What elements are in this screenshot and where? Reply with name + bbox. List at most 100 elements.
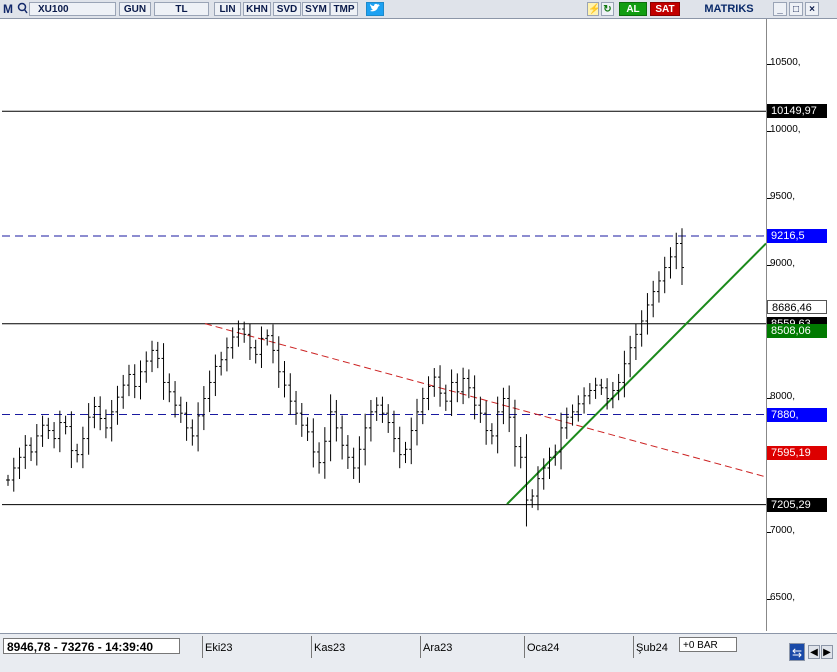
refresh-icon[interactable]: ↻	[601, 2, 614, 16]
scroll-right-icon[interactable]: ▶	[821, 645, 833, 659]
twitter-icon[interactable]	[366, 2, 384, 16]
period-button[interactable]: GUN	[119, 2, 151, 16]
plot-area[interactable]	[2, 19, 767, 631]
price-bar	[455, 373, 460, 403]
price-bar	[651, 280, 656, 318]
price-bar	[224, 337, 229, 372]
price-bar	[299, 402, 304, 437]
price-bar	[512, 399, 517, 467]
currency-button[interactable]: TL	[154, 2, 209, 16]
maximize-button[interactable]: □	[789, 2, 803, 16]
price-bar	[109, 399, 114, 442]
price-bar	[391, 410, 396, 453]
price-bar	[98, 396, 103, 431]
svd-button[interactable]: SVD	[273, 2, 301, 16]
price-bar	[438, 365, 443, 407]
price-bar	[397, 426, 402, 469]
price-bar	[472, 375, 477, 420]
y-tick-label: 9000,	[770, 257, 796, 269]
price-bar	[420, 387, 425, 425]
y-tick-mark	[767, 264, 771, 266]
price-bar	[507, 385, 512, 433]
price-bar	[605, 378, 610, 410]
bar-offset-field[interactable]: +0 BAR	[679, 637, 737, 652]
x-tick-mark	[202, 636, 203, 658]
symbol-field[interactable]: XU100	[29, 2, 116, 16]
price-bar	[92, 396, 97, 429]
price-bar	[610, 381, 615, 409]
price-bar	[403, 441, 408, 464]
resistance-trendline	[204, 323, 766, 478]
price-bar	[29, 437, 34, 462]
price-bar	[328, 394, 333, 462]
price-bar	[288, 373, 293, 415]
price-bar	[628, 335, 633, 378]
toolbar: M XU100 GUN TL LIN KHN SVD SYM TMP ⚡ ↻ A…	[0, 0, 837, 19]
price-bar	[564, 407, 569, 439]
price-bar	[345, 435, 350, 469]
y-tick-mark	[767, 131, 771, 133]
price-bar	[178, 396, 183, 423]
tmp-button[interactable]: TMP	[330, 2, 358, 16]
price-bar	[17, 447, 22, 479]
price-bar	[662, 256, 667, 294]
price-bar	[247, 323, 252, 361]
price-bar	[311, 418, 316, 468]
price-bar	[599, 378, 604, 395]
price-chart[interactable]	[2, 19, 766, 631]
price-bar	[144, 351, 149, 383]
price-bar	[368, 399, 373, 442]
x-tick-label: Oca24	[527, 642, 560, 654]
price-bar	[409, 417, 414, 465]
price-bar	[270, 324, 275, 364]
khn-button[interactable]: KHN	[243, 2, 271, 16]
x-tick-label: Ara23	[423, 642, 453, 654]
price-bar	[524, 434, 529, 527]
price-bar	[478, 396, 483, 423]
sell-button[interactable]: SAT	[650, 2, 680, 16]
resistance-tag: 7595,19	[767, 445, 827, 460]
scroll-left-icon[interactable]: ◀	[808, 645, 820, 659]
price-bar	[230, 327, 235, 359]
price-bar	[126, 364, 131, 397]
buy-button[interactable]: AL	[619, 2, 647, 16]
close-button[interactable]: ×	[805, 2, 819, 16]
minimize-button[interactable]: _	[773, 2, 787, 16]
price-bar	[680, 228, 684, 285]
y-tick-mark	[767, 598, 771, 600]
price-bar	[253, 339, 258, 364]
price-bar	[386, 404, 391, 433]
price-bar	[570, 404, 575, 426]
price-bar	[80, 426, 85, 469]
price-bar	[138, 360, 143, 400]
line-button[interactable]: LIN	[214, 2, 241, 16]
x-tick-mark	[633, 636, 634, 658]
price-bar	[466, 369, 471, 399]
y-tick-mark	[767, 198, 771, 200]
x-tick-label: Eki23	[205, 642, 233, 654]
price-bar	[535, 466, 540, 511]
price-bar	[40, 415, 45, 447]
price-bar	[282, 361, 287, 398]
sync-icon[interactable]: ⇆	[789, 643, 805, 661]
price-bar	[276, 336, 281, 388]
price-bar	[374, 397, 379, 421]
price-bar	[236, 320, 241, 347]
price-bar	[593, 377, 598, 399]
price-bar	[616, 373, 621, 401]
price-bar	[317, 442, 322, 474]
price-bar	[674, 232, 679, 270]
sym-button[interactable]: SYM	[302, 2, 330, 16]
price-bar	[363, 413, 368, 466]
y-tick-label: 8000,	[770, 391, 796, 403]
symbol-search-icon[interactable]	[16, 2, 28, 16]
price-bar	[242, 321, 247, 343]
matriks-brand: MATRIKS	[704, 3, 754, 15]
alert-icon[interactable]: ⚡	[587, 2, 601, 16]
price-bar	[443, 384, 448, 411]
price-bar	[46, 417, 51, 440]
price-bar	[265, 329, 270, 346]
level-tag: 9216,5	[767, 228, 827, 243]
price-bar	[219, 351, 224, 376]
price-bar	[6, 474, 10, 486]
